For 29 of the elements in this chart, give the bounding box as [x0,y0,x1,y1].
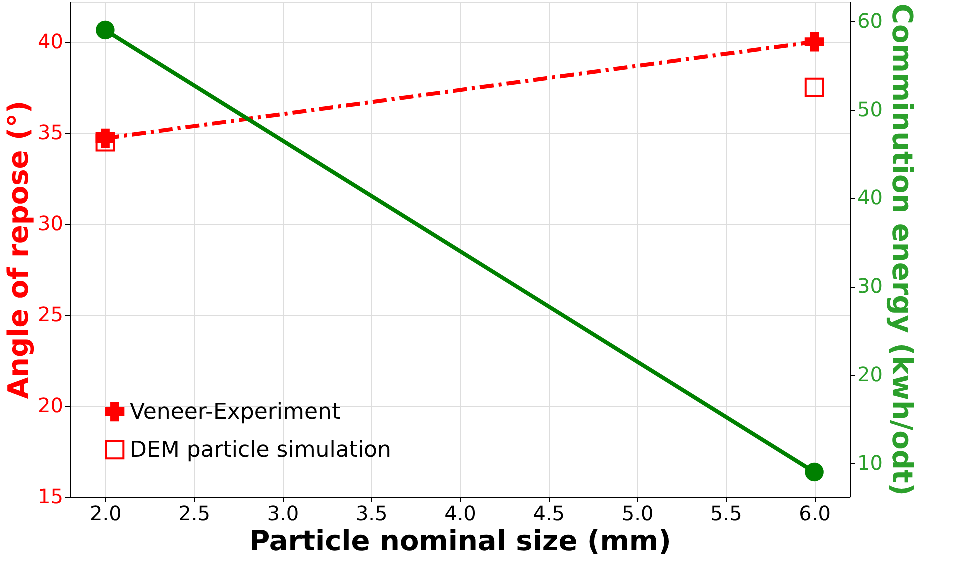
y-tick-label: 25 [38,302,64,327]
y-tick-label: 40 [38,30,64,54]
point [804,78,824,98]
y-tick-label: 35 [38,120,64,145]
y-axis-title: Angle of repose (°) [2,100,36,400]
x-tick-label: 4.5 [533,502,566,526]
point [804,32,824,52]
y2-tick-label: 30 [858,274,883,298]
legend-label: DEM particle simulation [130,438,392,463]
y-tick-label: 20 [38,394,64,418]
legend-label: Veneer-Experiment [130,400,341,425]
y2-tick-label: 40 [858,186,883,210]
x-tick-label: 4.0 [444,502,476,526]
y2-tick-label: 50 [858,97,883,122]
point [96,132,116,152]
x-axis-title: Particle nominal size (mm) [250,524,672,558]
y-tick-label: 30 [38,212,64,236]
y2-axis-title: Comminution energy (kwh/odt) [886,4,919,496]
y2-tick-label: 20 [858,362,883,387]
x-tick-label: 6.0 [799,502,831,526]
y2-tick-label: 60 [858,8,883,33]
y2-tick-label: 10 [858,450,883,475]
y-tick-label: 15 [38,484,64,508]
x-tick-label: 3.0 [267,502,300,526]
x-tick-label: 2.5 [178,502,210,526]
x-tick-label: 5.5 [710,502,742,526]
x-tick-label: 5.0 [622,502,654,526]
x-tick-label: 2.0 [90,502,122,526]
x-tick-label: 3.5 [356,502,388,526]
